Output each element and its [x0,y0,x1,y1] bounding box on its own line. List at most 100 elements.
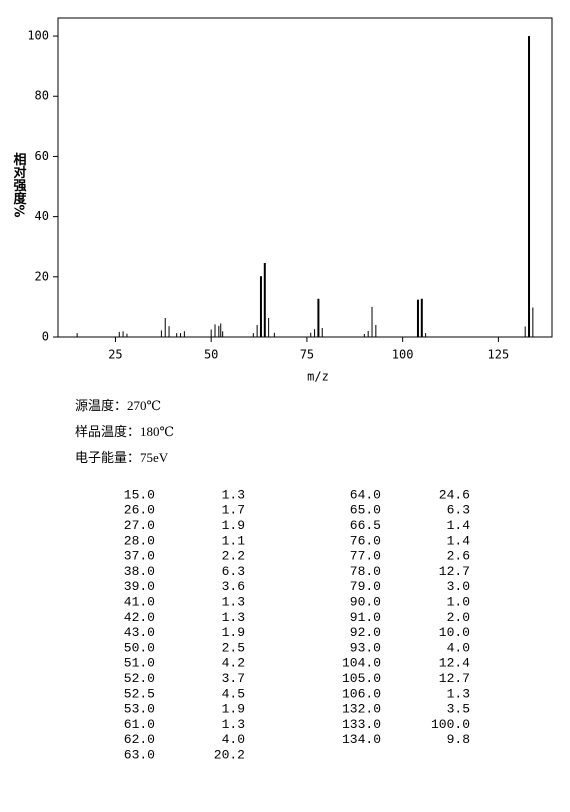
peak [363,333,365,337]
intensity-cell: 1.4 [447,518,471,533]
peak [214,324,216,337]
peak [210,329,212,337]
peak [126,333,128,337]
intensity-cell: 3.6 [222,579,245,594]
x-tick-label: 100 [392,348,414,362]
y-tick-label: 0 [42,330,49,344]
intensity-cell: 3.7 [222,671,245,686]
intensity-cell: 2.2 [222,549,245,564]
condition: 电子能量：75eV [75,450,169,465]
y-tick-label: 60 [35,149,49,163]
x-tick-label: 25 [108,348,122,362]
mz-cell: 39.0 [124,579,155,594]
y-tick-label: 40 [35,209,49,223]
mz-cell: 42.0 [124,610,155,625]
mz-cell: 77.0 [350,549,381,564]
peak [317,298,320,337]
intensity-cell: 3.0 [447,579,470,594]
peak [176,333,178,337]
intensity-cell: 10.0 [439,625,470,640]
intensity-cell: 1.9 [222,702,245,717]
intensity-cell: 4.5 [222,686,245,701]
mz-cell: 132.0 [342,702,381,717]
intensity-cell: 1.9 [222,518,245,533]
mz-cell: 38.0 [124,564,155,579]
peak [183,331,185,337]
plot-frame [57,17,553,338]
peak [259,276,262,337]
intensity-cell: 4.2 [222,656,245,671]
intensity-cell: 9.8 [447,732,470,747]
peak [273,332,275,337]
mz-cell: 43.0 [124,625,155,640]
mz-cell: 27.0 [124,518,155,533]
y-tick-label: 80 [35,89,49,103]
peak [220,323,222,337]
peak [268,318,270,337]
condition: 源温度：270℃ [75,398,161,413]
intensity-cell: 12.7 [439,671,470,686]
intensity-cell: 6.3 [447,503,470,518]
mz-cell: 51.0 [124,656,155,671]
intensity-cell: 1.0 [447,595,470,610]
condition: 样品温度：180℃ [75,424,174,439]
peak [252,333,254,337]
mz-cell: 52.0 [124,671,155,686]
x-tick-label: 75 [300,348,314,362]
mz-cell: 61.0 [124,717,155,732]
mz-cell: 37.0 [124,549,155,564]
mz-cell: 15.0 [124,487,155,502]
mz-cell: 78.0 [350,564,381,579]
mz-cell: 62.0 [124,732,155,747]
y-axis-label: 相对强度% [11,152,27,218]
intensity-cell: 1.3 [222,610,245,625]
peak [218,325,220,337]
peak [416,299,419,337]
mz-cell: 106.0 [342,686,381,701]
peak [263,262,266,337]
peak [524,326,526,337]
intensity-cell: 1.1 [222,533,246,548]
intensity-cell: 12.7 [439,564,470,579]
x-tick-label: 50 [204,348,218,362]
intensity-cell: 1.9 [222,625,245,640]
peak [321,327,323,337]
peak [76,333,78,337]
peak [180,333,182,337]
mz-cell: 90.0 [350,595,381,610]
mz-cell: 66.5 [350,518,381,533]
x-tick-label: 125 [488,348,510,362]
intensity-cell: 1.3 [222,717,245,732]
intensity-cell: 3.5 [447,702,470,717]
peak [168,326,170,337]
y-tick-label: 100 [27,29,49,43]
mz-cell: 105.0 [342,671,381,686]
mz-cell: 52.5 [124,686,155,701]
peak [164,318,166,337]
peak [425,333,427,337]
intensity-cell: 2.6 [447,549,470,564]
y-tick-label: 20 [35,269,49,283]
peak [118,331,120,337]
mz-cell: 93.0 [350,640,381,655]
mz-cell: 133.0 [342,717,381,732]
mz-cell: 104.0 [342,656,381,671]
x-axis-label: m/z [307,370,329,384]
intensity-cell: 6.3 [222,564,245,579]
intensity-cell: 4.0 [222,732,245,747]
intensity-cell: 20.2 [214,748,245,763]
peak [310,332,312,337]
mz-cell: 65.0 [350,503,381,518]
peak [222,331,224,337]
mz-cell: 64.0 [350,487,381,502]
mz-cell: 92.0 [350,625,381,640]
mz-cell: 134.0 [342,732,381,747]
mz-cell: 41.0 [124,595,155,610]
peak [160,330,162,337]
peak [420,298,423,337]
mz-cell: 53.0 [124,702,155,717]
mz-cell: 26.0 [124,503,155,518]
mz-cell: 91.0 [350,610,381,625]
intensity-cell: 1.3 [222,487,245,502]
